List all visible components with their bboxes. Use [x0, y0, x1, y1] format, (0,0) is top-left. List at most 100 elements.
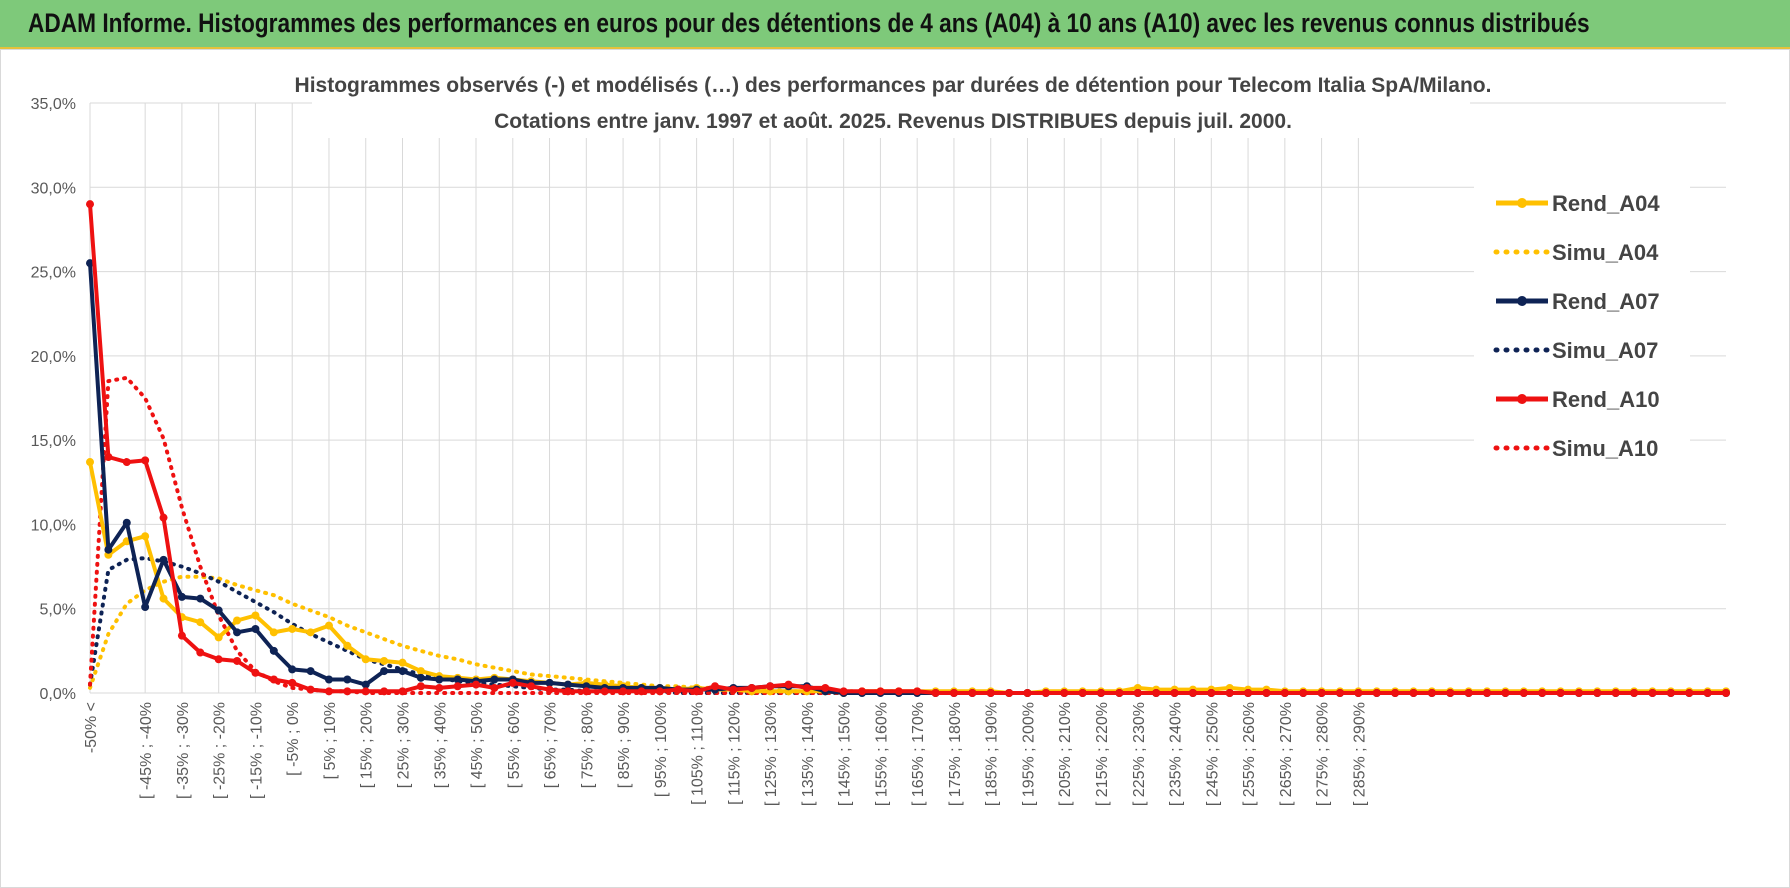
data-point-rend_a04: [141, 532, 150, 541]
data-point-rend_a10: [1501, 689, 1510, 697]
legend-label: Simu_A07: [1552, 338, 1658, 363]
data-point-rend_a07: [288, 665, 297, 674]
data-point-rend_a10: [343, 687, 352, 696]
x-tick-label: [ 135% ; 140%: [800, 702, 817, 806]
data-point-rend_a10: [1317, 689, 1326, 697]
data-point-rend_a10: [1685, 689, 1694, 697]
data-point-rend_a10: [986, 689, 995, 697]
data-point-rend_a07: [416, 673, 425, 682]
y-tick-label: 10,0%: [31, 517, 76, 534]
data-point-rend_a10: [472, 680, 481, 689]
data-point-rend_a04: [251, 611, 260, 620]
data-point-rend_a10: [435, 683, 444, 692]
data-point-rend_a10: [1225, 689, 1234, 697]
x-tick-label: [ 225% ; 230%: [1131, 702, 1148, 806]
data-point-rend_a10: [784, 680, 793, 689]
data-point-rend_a10: [1556, 689, 1565, 697]
data-point-rend_a10: [159, 513, 168, 522]
x-tick-label: [ 205% ; 210%: [1057, 702, 1074, 806]
data-point-rend_a10: [968, 689, 977, 697]
data-point-rend_a10: [1409, 689, 1418, 697]
data-point-rend_a07: [104, 545, 113, 554]
data-point-rend_a10: [1005, 689, 1014, 697]
legend-marker: [1517, 296, 1527, 306]
data-point-rend_a10: [545, 685, 554, 694]
data-point-rend_a07: [490, 675, 499, 684]
x-tick-label: [ 185% ; 190%: [984, 702, 1001, 806]
y-tick-label: 25,0%: [31, 265, 76, 282]
report-title: ADAM Informe. Histogrammes des performan…: [28, 8, 1590, 38]
data-point-rend_a10: [1611, 689, 1620, 697]
data-point-rend_a10: [1703, 689, 1712, 697]
x-tick-label: [ 55% ; 60%: [506, 702, 523, 788]
legend-label: Rend_A04: [1552, 191, 1660, 216]
data-point-rend_a10: [802, 683, 811, 692]
data-point-rend_a10: [600, 687, 609, 696]
data-point-rend_a10: [1593, 689, 1602, 697]
data-point-rend_a10: [416, 682, 425, 691]
data-point-rend_a10: [306, 685, 315, 694]
x-tick-label: [ -15% ; -10%: [248, 702, 265, 799]
data-point-rend_a07: [545, 678, 554, 687]
data-point-rend_a07: [196, 594, 205, 603]
report-banner: ADAM Informe. Histogrammes des performan…: [0, 0, 1790, 49]
y-tick-label: 15,0%: [31, 433, 76, 450]
data-point-rend_a04: [196, 618, 205, 627]
data-point-rend_a10: [1280, 689, 1289, 697]
y-tick-label: 5,0%: [40, 602, 76, 619]
data-point-rend_a07: [435, 675, 444, 684]
x-tick-label: [ 45% ; 50%: [469, 702, 486, 788]
title-backdrop: [312, 70, 1470, 138]
data-point-rend_a10: [1207, 689, 1216, 697]
data-point-rend_a10: [747, 683, 756, 692]
data-point-rend_a07: [214, 606, 223, 615]
x-tick-label: [ 65% ; 70%: [543, 702, 560, 788]
data-point-rend_a10: [1648, 689, 1657, 697]
data-point-rend_a10: [1060, 689, 1069, 697]
data-point-rend_a10: [1574, 689, 1583, 697]
data-point-rend_a10: [1023, 689, 1032, 697]
data-point-rend_a10: [214, 655, 223, 664]
data-point-rend_a10: [453, 682, 462, 691]
y-tick-label: 0,0%: [40, 686, 76, 703]
data-point-rend_a10: [177, 631, 186, 640]
data-point-rend_a10: [1170, 689, 1179, 697]
x-tick-label: [ 255% ; 260%: [1241, 702, 1258, 806]
x-tick-label: [ 25% ; 30%: [395, 702, 412, 788]
data-point-rend_a10: [141, 456, 150, 465]
x-tick-label: [ -45% ; -40%: [138, 702, 155, 799]
x-tick-label: [ 285% ; 290%: [1351, 702, 1368, 806]
data-point-rend_a10: [380, 687, 389, 696]
x-tick-label: [ 175% ; 180%: [947, 702, 964, 806]
data-point-rend_a10: [913, 687, 922, 696]
data-point-rend_a07: [453, 675, 462, 684]
data-point-rend_a04: [343, 641, 352, 650]
y-tick-label: 35,0%: [31, 96, 76, 113]
data-point-rend_a04: [214, 633, 223, 642]
data-point-rend_a04: [159, 594, 168, 603]
data-point-rend_a07: [324, 675, 333, 684]
data-point-rend_a10: [490, 683, 499, 692]
data-point-rend_a10: [1244, 689, 1253, 697]
legend-label: Rend_A10: [1552, 387, 1660, 412]
data-point-rend_a10: [582, 687, 591, 696]
data-point-rend_a04: [86, 458, 94, 467]
data-point-rend_a10: [876, 687, 885, 696]
x-tick-label: [ -35% ; -30%: [175, 702, 192, 799]
data-point-rend_a10: [1097, 689, 1106, 697]
data-point-rend_a10: [508, 678, 517, 687]
x-tick-label: [ 15% ; 20%: [359, 702, 376, 788]
data-point-rend_a10: [766, 682, 775, 691]
y-axis-ticks: 0,0% 5,0% 10,0% 15,0% 20,0% 25,0% 30,0% 35,0%: [31, 96, 76, 703]
data-point-rend_a10: [1262, 689, 1271, 697]
data-point-rend_a10: [619, 687, 628, 696]
x-tick-label: [ 215% ; 220%: [1094, 702, 1111, 806]
legend-marker: [1517, 394, 1527, 404]
x-tick-label: [ 125% ; 130%: [763, 702, 780, 806]
data-point-rend_a10: [1188, 689, 1197, 697]
y-tick-label: 20,0%: [31, 349, 76, 366]
data-point-rend_a07: [269, 646, 278, 655]
gridlines: [89, 102, 1726, 694]
data-point-rend_a10: [821, 683, 830, 692]
x-tick-label: [ 95% ; 100%: [653, 702, 670, 797]
